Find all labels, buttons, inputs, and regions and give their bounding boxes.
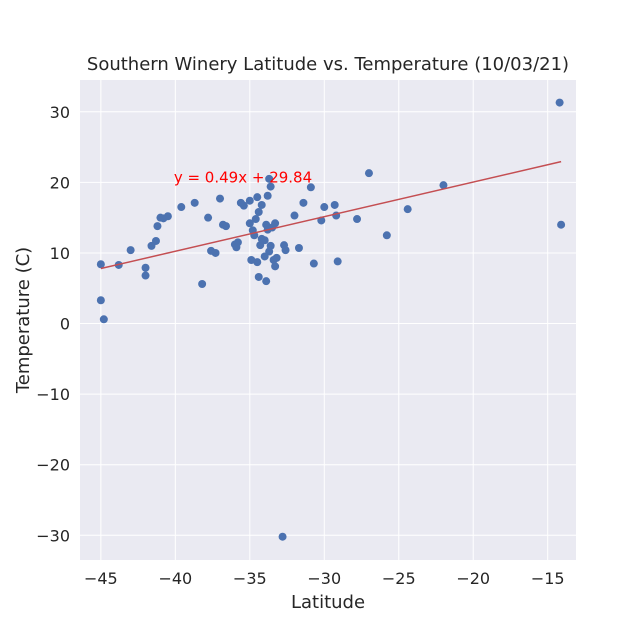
data-point [281,246,290,255]
data-point [141,271,150,280]
data-point [96,260,105,269]
data-point [126,246,135,255]
data-point [271,219,280,228]
data-point [96,296,105,305]
data-point [198,280,207,288]
data-point [260,236,269,245]
chart-title: Southern Winery Latitude vs. Temperature… [87,54,569,75]
y-tick-label: 30 [50,103,70,122]
x-tick-label: −25 [382,569,416,588]
y-tick-label: −20 [36,456,70,475]
x-tick-label: −35 [233,569,267,588]
data-point [299,198,308,207]
data-point [151,236,160,245]
data-point [403,205,412,214]
data-point [262,277,271,286]
data-point [294,244,303,252]
data-point [216,194,225,203]
data-point [266,182,275,191]
y-tick-label: 10 [50,244,70,263]
data-point [266,241,275,250]
data-point [364,169,373,178]
plot-area [80,80,576,560]
y-tick-label: −30 [36,526,70,545]
x-tick-labels: −45 −40 −35 −30 −25 −20 −15 [84,569,565,588]
data-point [382,231,391,240]
data-point [253,258,262,267]
data-point [177,203,186,212]
data-point [254,208,263,216]
y-tick-label: −10 [36,385,70,404]
x-tick-label: −30 [307,569,341,588]
data-point [254,272,263,281]
data-point [320,203,329,212]
y-tick-label: 20 [50,173,70,192]
x-tick-label: −45 [84,569,118,588]
data-point [153,222,162,231]
y-tick-label: 0 [60,315,70,334]
data-point [245,219,254,228]
data-point [263,191,272,200]
data-point [353,215,362,224]
data-point [233,238,242,247]
x-axis-label: Latitude [291,592,365,613]
data-point [239,201,248,210]
data-point [163,212,172,221]
data-point [555,98,564,107]
data-point [99,315,108,324]
data-point [557,220,566,229]
y-tick-labels: −30 −20 −10 0 10 20 30 [36,103,70,546]
data-point [290,211,299,220]
data-point [333,257,342,266]
data-point [221,222,230,231]
regression-line [100,160,562,270]
data-point [278,532,287,541]
data-point [306,183,315,192]
data-point [330,200,339,209]
data-point [204,213,213,222]
data-point [253,193,262,202]
data-point [211,248,220,257]
data-point [251,215,260,224]
x-tick-label: −20 [456,569,490,588]
x-tick-label: −40 [158,569,192,588]
data-point [271,262,280,271]
data-point [272,253,281,262]
regression-equation: y = 0.49x + 29.84 [174,168,312,186]
data-point [141,263,150,272]
data-point [309,259,318,268]
data-point [257,200,266,209]
data-point [190,198,199,207]
grid-lines [80,80,576,560]
x-tick-label: −15 [531,569,565,588]
data-point [439,181,448,190]
data-point [245,196,254,205]
data-point [265,174,274,183]
y-axis-label: Temperature (C) [13,247,34,394]
